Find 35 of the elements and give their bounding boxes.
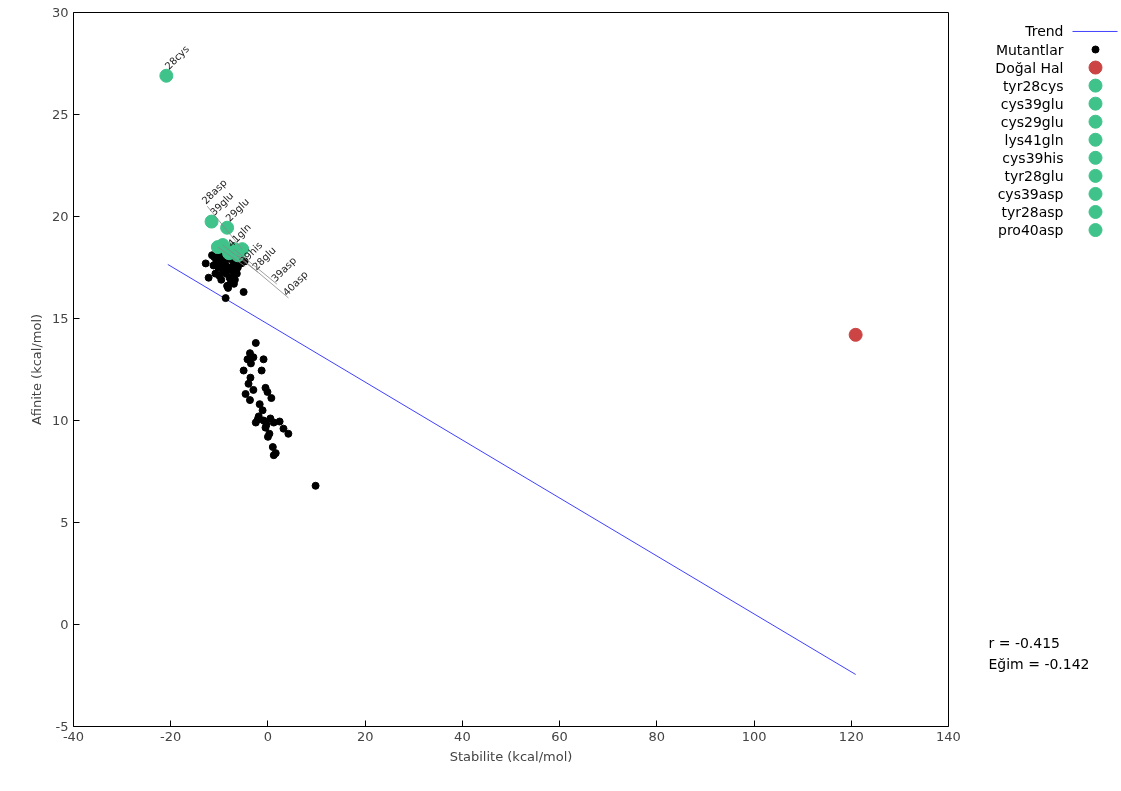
y-tick-label: 10 bbox=[51, 413, 69, 428]
legend-label: pro40asp bbox=[998, 222, 1064, 239]
text: r = -0.415 bbox=[988, 634, 1061, 651]
legend-label: cys39asp bbox=[997, 185, 1064, 202]
legend-label: cys39his bbox=[1002, 149, 1064, 166]
point bbox=[204, 214, 219, 229]
y-tick-label: 5 bbox=[60, 515, 69, 530]
x-tick-label: -20 bbox=[160, 728, 182, 744]
legend-label: cys39glu bbox=[1000, 95, 1064, 112]
x-tick-label: 140 bbox=[936, 728, 961, 744]
y-tick-label: 30 bbox=[51, 5, 69, 20]
x-tick-label: 80 bbox=[648, 728, 666, 744]
point bbox=[159, 68, 174, 83]
y-tick-label: 20 bbox=[51, 209, 69, 224]
x-tick-label: 120 bbox=[838, 728, 864, 744]
legend-label: tyr28glu bbox=[1004, 167, 1064, 184]
text: Eğim = -0.142 bbox=[988, 656, 1090, 673]
y-tick-label: 15 bbox=[51, 311, 69, 326]
legend-label: lys41gln bbox=[1004, 131, 1064, 148]
x-tick-label: 100 bbox=[741, 728, 767, 744]
point bbox=[848, 327, 863, 342]
y-axis-title: Afinite (kcal/mol) bbox=[28, 313, 44, 426]
legend-label: tyr28cys bbox=[1002, 77, 1064, 94]
x-tick-label: 20 bbox=[356, 728, 374, 744]
x-tick-label: 0 bbox=[263, 728, 273, 744]
legend-label: Doğal Hal bbox=[995, 59, 1064, 76]
x-axis-title: Stabilite (kcal/mol) bbox=[449, 748, 573, 764]
x-tick-label: 60 bbox=[551, 728, 568, 744]
y-tick-label: 25 bbox=[51, 107, 69, 122]
legend-label: Trend bbox=[1024, 23, 1064, 40]
x-tick-label: 40 bbox=[454, 728, 471, 744]
legend-label: tyr28asp bbox=[1001, 203, 1064, 220]
legend-label: cys29glu bbox=[1000, 113, 1064, 130]
legend-label: Mutantlar bbox=[995, 41, 1064, 58]
y-tick-label: 0 bbox=[60, 617, 69, 632]
